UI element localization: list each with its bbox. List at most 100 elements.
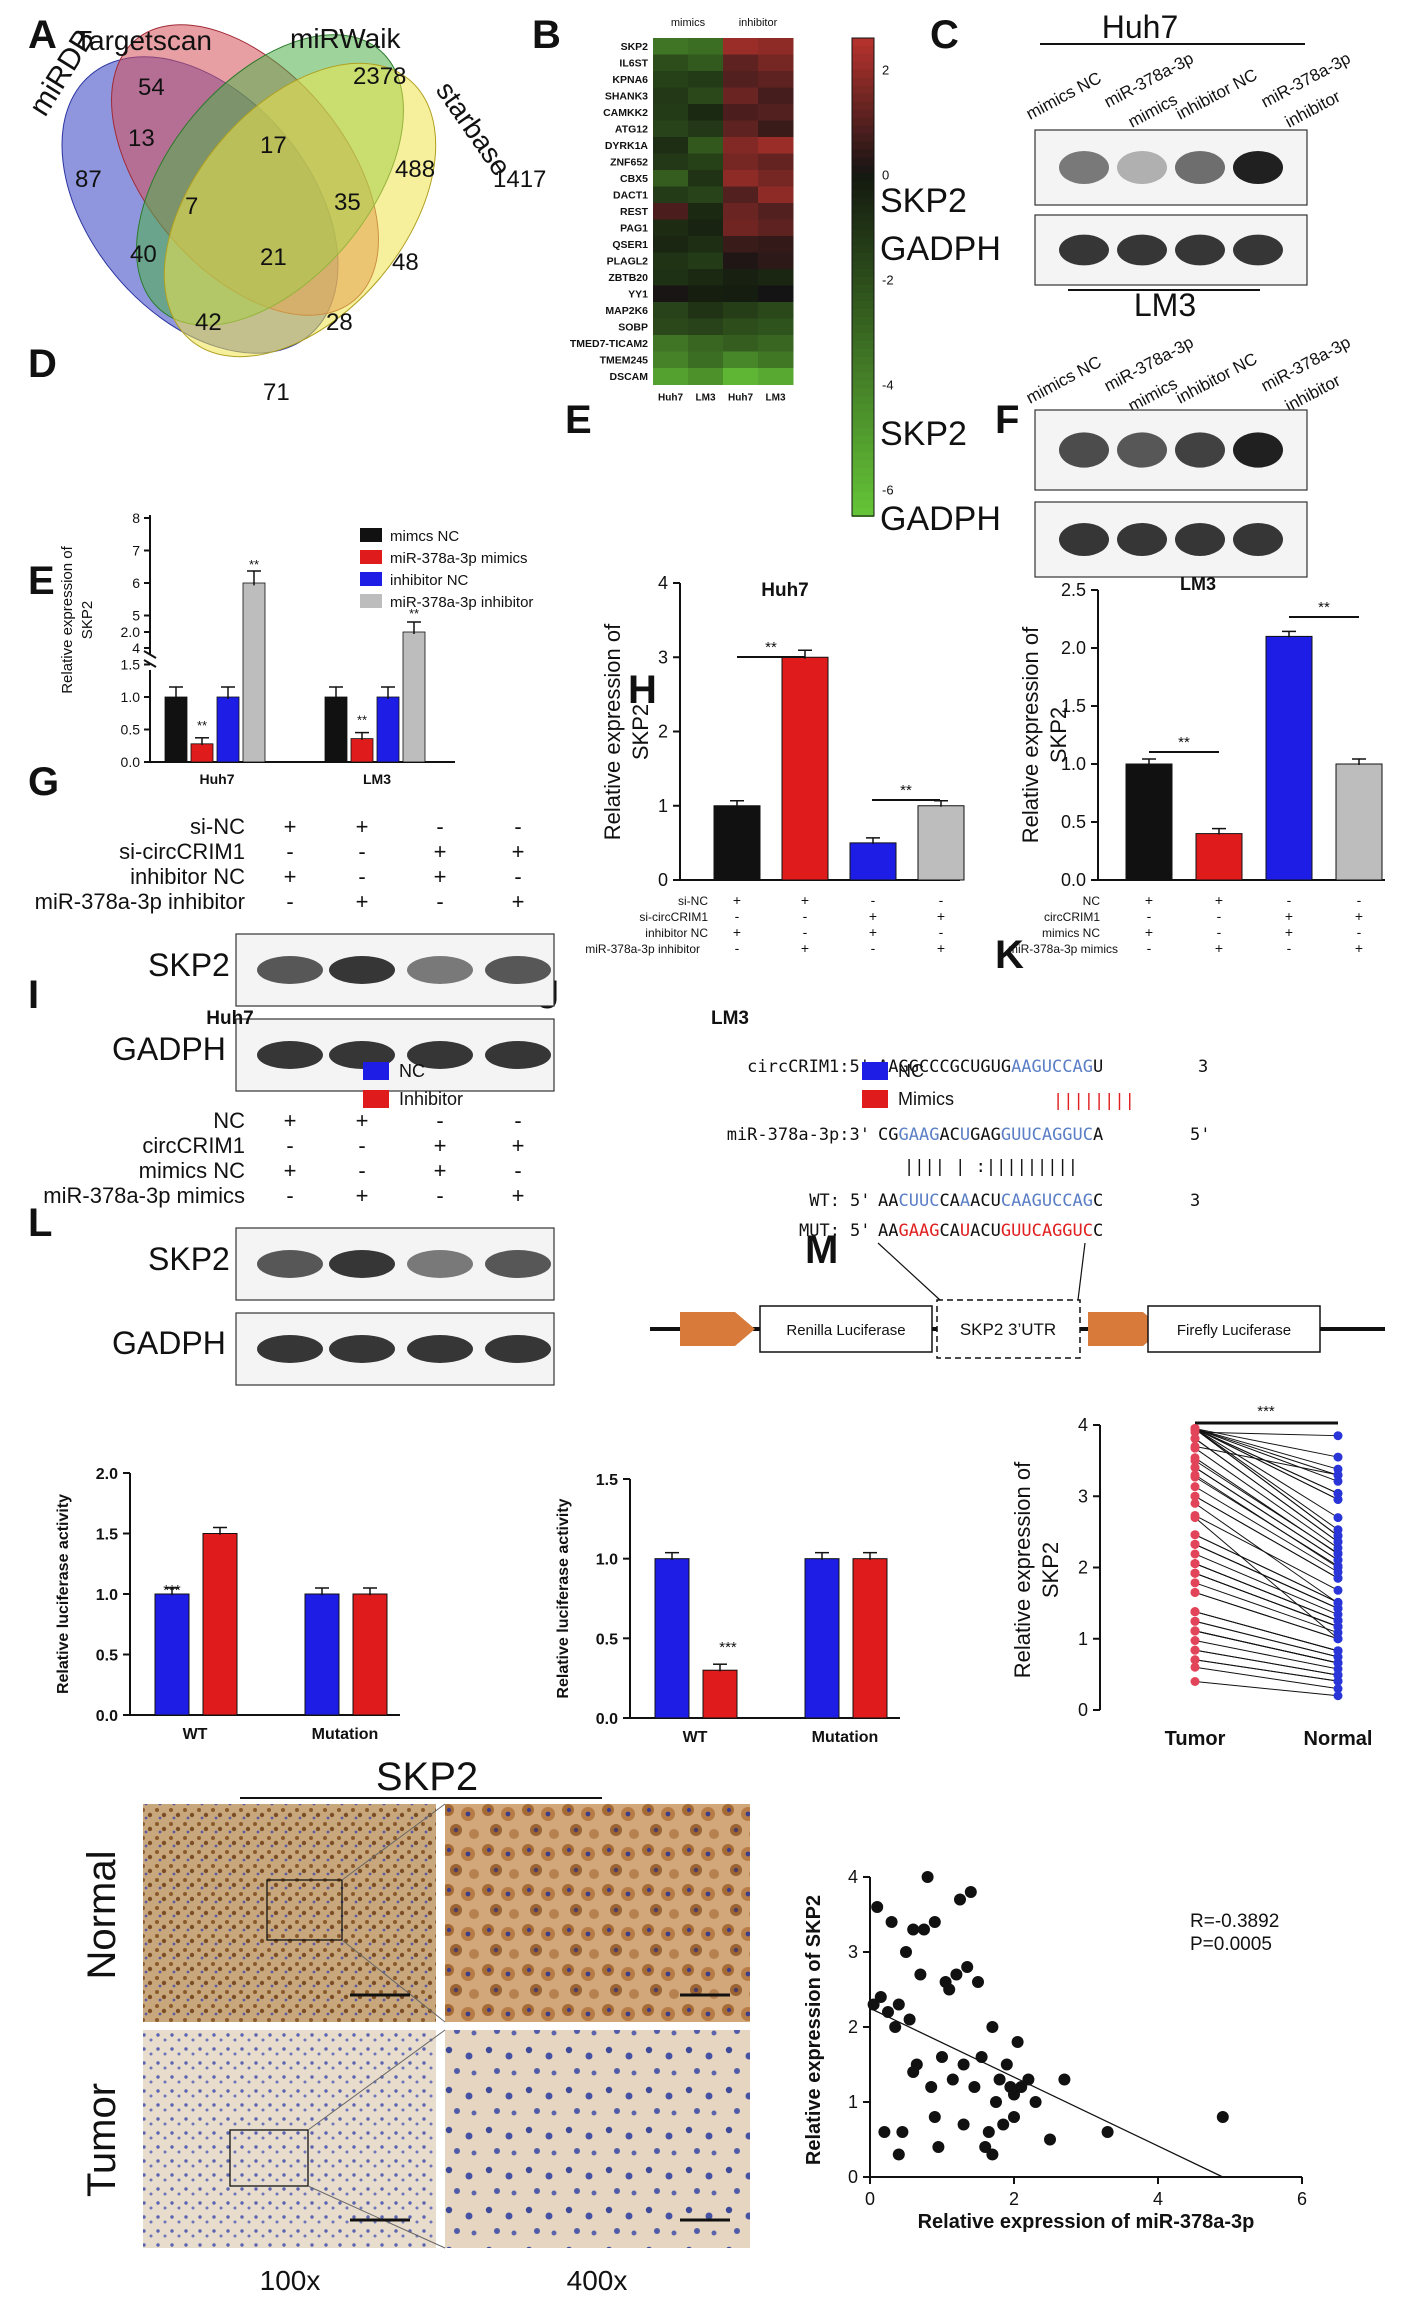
blot-c-lane-label: inhibitor NC (1173, 65, 1260, 123)
heatmap-cell (653, 170, 689, 187)
colorbar-segment (852, 324, 874, 334)
k-group-tumor: Tumor (1165, 1728, 1226, 1750)
colorbar-segment (852, 404, 874, 414)
venn-count: 28 (326, 309, 353, 336)
blot-e-row-label: inhibitor NC (130, 864, 245, 889)
heatmap-cell (653, 186, 689, 204)
blot-g-band (407, 1250, 473, 1278)
heatmap-cell (653, 203, 689, 220)
f-sign: + (1145, 892, 1153, 908)
panel-j-sig: *** (719, 1639, 737, 1656)
m-point (1101, 2126, 1114, 2138)
heatmap-cell (723, 71, 759, 88)
heatmap-cell (653, 302, 689, 319)
d-tick-label: 0.5 (121, 722, 141, 738)
panel-i-tick-label: 0.5 (96, 1648, 118, 1665)
m-point (932, 2141, 945, 2153)
k-pair-line (1194, 1428, 1339, 1458)
heatmap-cell (758, 120, 794, 138)
h-mut-prefix: MUT: (799, 1221, 840, 1241)
colorbar-segment (852, 484, 874, 494)
d-bar (324, 696, 348, 763)
f-bar (1335, 763, 1383, 881)
h-mut-seq-segment: ACU (970, 1221, 1001, 1241)
h-zoom-line (877, 1242, 941, 1301)
colorbar-segment (852, 253, 874, 263)
colorbar-segment (852, 269, 874, 278)
e-sign: + (801, 892, 809, 908)
colorbar-segment (852, 213, 874, 223)
k-tumor-point (1190, 1549, 1200, 1559)
venn-count: 1417 (493, 166, 546, 193)
h-circ-seq-segment: U (1093, 1057, 1103, 1077)
h-utr-label: SKP2 3’UTR (960, 1320, 1056, 1339)
k-tick-label: 4 (1078, 1415, 1088, 1435)
f-tick-label: 2.0 (1061, 638, 1086, 658)
blot-c-huh7-gadph-band (1117, 234, 1167, 266)
m-point (950, 1968, 963, 1981)
panel-letter-e2: E (28, 559, 55, 603)
h-mut-seq-segment: U (960, 1221, 970, 1241)
k-tumor-point (1190, 1655, 1200, 1665)
heatmap-cell (758, 104, 794, 121)
h-wt-5: 5' (850, 1191, 870, 1211)
k-normal-point (1333, 1676, 1343, 1686)
colorbar-segment (852, 165, 874, 175)
venn-count: 13 (128, 125, 155, 152)
heatmap-cell (688, 285, 724, 303)
blot-c-huh7-skp2-band (1233, 151, 1283, 184)
blot-c-lane-label: mimics NC (1023, 352, 1104, 407)
panel-i-tick-label: 2.0 (96, 1466, 118, 1483)
blot-e-skp2-label: SKP2 (148, 947, 230, 983)
m-tick-label: 0 (848, 2167, 858, 2187)
blot-g-sign: - (358, 1133, 365, 1158)
blot-g-row-label: mimics NC (139, 1158, 245, 1183)
heatmap-gene-label: ZNF652 (610, 157, 648, 169)
blot-c-huh7-skp2-band (1175, 151, 1225, 184)
blot-e-sign: - (358, 839, 365, 864)
blot-e-sign: + (512, 839, 525, 864)
blot-c-huh7-gadph-band (1175, 234, 1225, 266)
blot-e-band (407, 1041, 473, 1069)
heatmap-gene-label: CBX5 (620, 173, 648, 185)
k-pair-line (1194, 1681, 1339, 1697)
heatmap-top-mimics: mimics (671, 17, 706, 29)
heatmap-cell (653, 318, 689, 336)
m-r-value: R=-0.3892 (1190, 1911, 1279, 1932)
d-bar (350, 738, 374, 763)
l-zoom-line (307, 2185, 446, 2249)
blot-e-sign: - (436, 889, 443, 914)
panel-j-tick-label: 0.0 (596, 1711, 618, 1728)
h-mut-seq-segment: AA (878, 1221, 898, 1241)
m-point (979, 2141, 992, 2153)
colorbar-segment (852, 292, 874, 302)
f-tick-label: 0.0 (1061, 870, 1086, 890)
panel-i-legend-label: NC (399, 1061, 425, 1081)
heatmap-gene-label: CAMKK2 (603, 107, 648, 119)
colorbar-segment (852, 245, 874, 255)
d-legend-swatch (360, 550, 382, 564)
blot-c-lm3-bottom: LM3 (1180, 574, 1216, 594)
e-tick-label: 3 (658, 647, 668, 667)
blot-g-sign: + (512, 1133, 525, 1158)
blot-g-sign: - (286, 1133, 293, 1158)
l-col-100x: 100x (260, 2265, 321, 2296)
colorbar-segment (852, 452, 874, 462)
heatmap-cell (723, 104, 759, 121)
panel-letter-d: D (28, 342, 57, 386)
e-sign: - (871, 940, 876, 956)
f-tick-label: 0.5 (1061, 812, 1086, 832)
k-pair-line (1194, 1438, 1339, 1543)
m-point (936, 2051, 948, 2063)
h-mut-seq: AAGAAGCAUACUGUUCAGGUCC (878, 1221, 1103, 1241)
blot-c-lm3-gadph-band (1059, 523, 1109, 556)
k-pair-line (1194, 1666, 1339, 1690)
e-row-label: miR-378a-3p inhibitor (585, 942, 700, 956)
m-point (964, 1886, 977, 1898)
d-tick-label: 5 (132, 608, 140, 624)
panel-j-legend-swatch (862, 1062, 888, 1080)
h-wt-prefix: WT: (809, 1191, 840, 1211)
k-tumor-point (1190, 1645, 1200, 1655)
m-point (914, 1968, 927, 1981)
k-tumor-point (1190, 1498, 1200, 1508)
